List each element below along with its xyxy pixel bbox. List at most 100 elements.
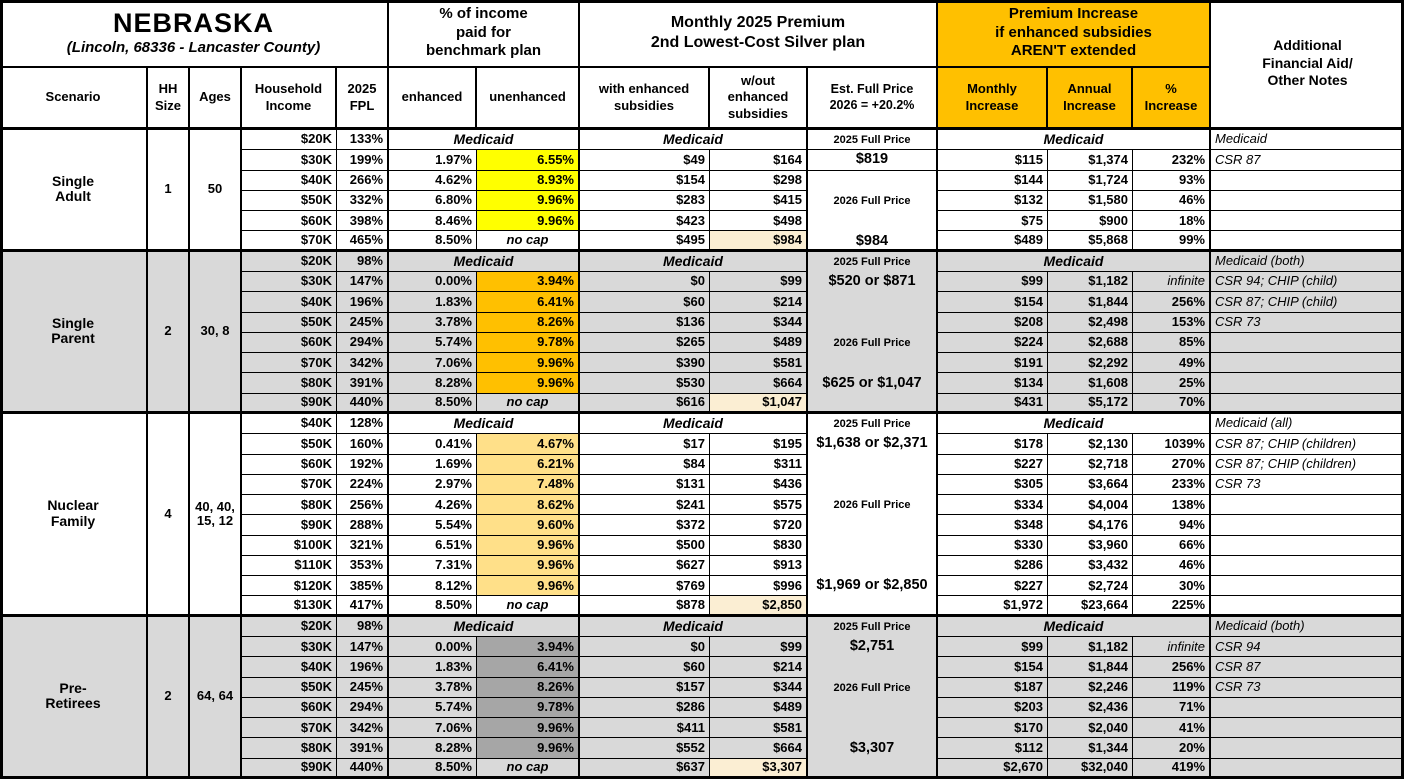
fpl-cell: 465%	[337, 231, 389, 252]
note-cell	[1211, 231, 1404, 252]
income-cell: $60K	[242, 332, 337, 354]
premium-without-subsidies-cell: $1,047	[710, 393, 808, 414]
premium-without-subsidies-cell: $3,307	[710, 758, 808, 779]
pct-increase-cell: 66%	[1133, 535, 1211, 556]
note-cell	[1211, 190, 1404, 212]
fpl-cell: 288%	[337, 515, 389, 536]
unenhanced-pct-cell: 9.96%	[477, 576, 580, 597]
unenhanced-pct-cell: 3.94%	[477, 271, 580, 293]
full-price-panel: 2025 Full Price $520 or $871 2026 Full Pri…	[808, 251, 938, 414]
pct-increase-cell: 46%	[1133, 190, 1211, 212]
premium-group-header: Monthly 2025 Premium 2nd Lowest-Cost Sil…	[580, 0, 938, 68]
pct-increase-cell: 46%	[1133, 555, 1211, 577]
note-cell: Medicaid	[1211, 130, 1404, 151]
premium-with-subsidies-cell: $390	[580, 353, 710, 374]
fpl-cell: 294%	[337, 332, 389, 354]
monthly-increase-cell: $154	[938, 292, 1048, 313]
note-cell: CSR 87	[1211, 657, 1404, 678]
premium-with-subsidies-cell: $84	[580, 454, 710, 475]
medicaid-increase-cell: Medicaid	[938, 413, 1211, 435]
monthly-increase-cell: $99	[938, 271, 1048, 293]
region-subtitle: (Lincoln, 68336 - Lancaster County)	[66, 38, 321, 56]
enhanced-pct-cell: 7.31%	[389, 555, 477, 577]
monthly-increase-cell: $431	[938, 393, 1048, 414]
income-cell: $50K	[242, 190, 337, 212]
fpl-cell: 196%	[337, 292, 389, 313]
full-price-label: 2025 Full Price	[833, 418, 911, 431]
premium-without-subsidies-cell: $575	[710, 495, 808, 516]
fpl-cell: 294%	[337, 697, 389, 719]
unenhanced-pct-cell: 9.96%	[477, 555, 580, 577]
premium-with-subsidies-cell: $157	[580, 677, 710, 698]
annual-increase-cell: $3,664	[1048, 474, 1133, 496]
income-cell: $40K	[242, 292, 337, 313]
annual-increase-cell: $1,182	[1048, 271, 1133, 293]
full-price-value: $3,307	[849, 739, 895, 756]
pct-increase-cell: 49%	[1133, 353, 1211, 374]
region-title: NEBRASKA	[112, 8, 274, 39]
premium-with-subsidies-cell: $0	[580, 637, 710, 658]
premium-without-subsidies-cell: $581	[710, 718, 808, 739]
annual-increase-cell: $2,246	[1048, 677, 1133, 698]
annual-increase-cell: $2,130	[1048, 434, 1133, 455]
household-income-column-header: Household Income	[242, 68, 337, 130]
note-cell	[1211, 738, 1404, 759]
premium-with-subsidies-cell: $530	[580, 373, 710, 394]
income-cell: $80K	[242, 495, 337, 516]
pct-increase-cell: 270%	[1133, 454, 1211, 475]
income-cell: $20K	[242, 130, 337, 151]
annual-increase-cell: $1,724	[1048, 170, 1133, 191]
fpl-cell: 385%	[337, 576, 389, 597]
monthly-increase-cell: $227	[938, 576, 1048, 597]
scenario-label: Nuclear Family	[0, 413, 148, 617]
premium-with-subsidies-cell: $552	[580, 738, 710, 759]
income-cell: $70K	[242, 231, 337, 252]
monthly-increase-cell: $75	[938, 211, 1048, 232]
full-price-label: 2026 Full Price	[833, 499, 911, 512]
ages-cell: 64, 64	[190, 616, 242, 779]
full-price-divider	[808, 169, 936, 171]
monthly-increase-column-header: Monthly Increase	[938, 68, 1048, 130]
annual-increase-cell: $1,374	[1048, 150, 1133, 171]
fpl-cell: 391%	[337, 738, 389, 759]
annual-increase-cell: $1,844	[1048, 657, 1133, 678]
unenhanced-pct-cell: 6.21%	[477, 454, 580, 475]
note-cell	[1211, 718, 1404, 739]
income-cell: $100K	[242, 535, 337, 556]
monthly-increase-cell: $191	[938, 353, 1048, 374]
premium-without-subsidies-cell: $164	[710, 150, 808, 171]
monthly-increase-cell: $305	[938, 474, 1048, 496]
enhanced-pct-cell: 8.50%	[389, 231, 477, 252]
enhanced-pct-cell: 4.62%	[389, 170, 477, 191]
annual-increase-cell: $32,040	[1048, 758, 1133, 779]
pct-increase-cell: 71%	[1133, 697, 1211, 719]
annual-increase-cell: $5,172	[1048, 393, 1133, 414]
medicaid-benchmark-cell: Medicaid	[389, 130, 580, 151]
premium-without-subsidies-cell: $344	[710, 677, 808, 698]
enhanced-pct-cell: 8.50%	[389, 393, 477, 414]
fpl-cell: 196%	[337, 657, 389, 678]
premium-with-subsidies-cell: $769	[580, 576, 710, 597]
fpl-cell: 160%	[337, 434, 389, 455]
scenario-label: Pre- Retirees	[0, 616, 148, 779]
full-price-label: 2025 Full Price	[833, 620, 911, 633]
annual-increase-cell: $2,292	[1048, 353, 1133, 374]
unenhanced-pct-cell: 9.78%	[477, 697, 580, 719]
fpl-cell: 391%	[337, 373, 389, 394]
medicaid-benchmark-cell: Medicaid	[389, 616, 580, 638]
fpl-cell: 128%	[337, 413, 389, 435]
unenhanced-pct-cell: 8.26%	[477, 677, 580, 698]
monthly-increase-cell: $132	[938, 190, 1048, 212]
note-cell	[1211, 211, 1404, 232]
enhanced-pct-cell: 8.28%	[389, 373, 477, 394]
enhanced-pct-cell: 8.50%	[389, 758, 477, 779]
pct-increase-cell: 232%	[1133, 150, 1211, 171]
est-full-price-column-header: Est. Full Price 2026 = +20.2%	[808, 68, 938, 130]
full-price-label: 2026 Full Price	[833, 336, 911, 349]
income-cell: $130K	[242, 596, 337, 617]
annual-increase-cell: $1,844	[1048, 292, 1133, 313]
premium-without-subsidies-cell: $498	[710, 211, 808, 232]
enhanced-pct-cell: 0.00%	[389, 271, 477, 293]
enhanced-pct-cell: 0.00%	[389, 637, 477, 658]
enhanced-pct-cell: 1.83%	[389, 292, 477, 313]
